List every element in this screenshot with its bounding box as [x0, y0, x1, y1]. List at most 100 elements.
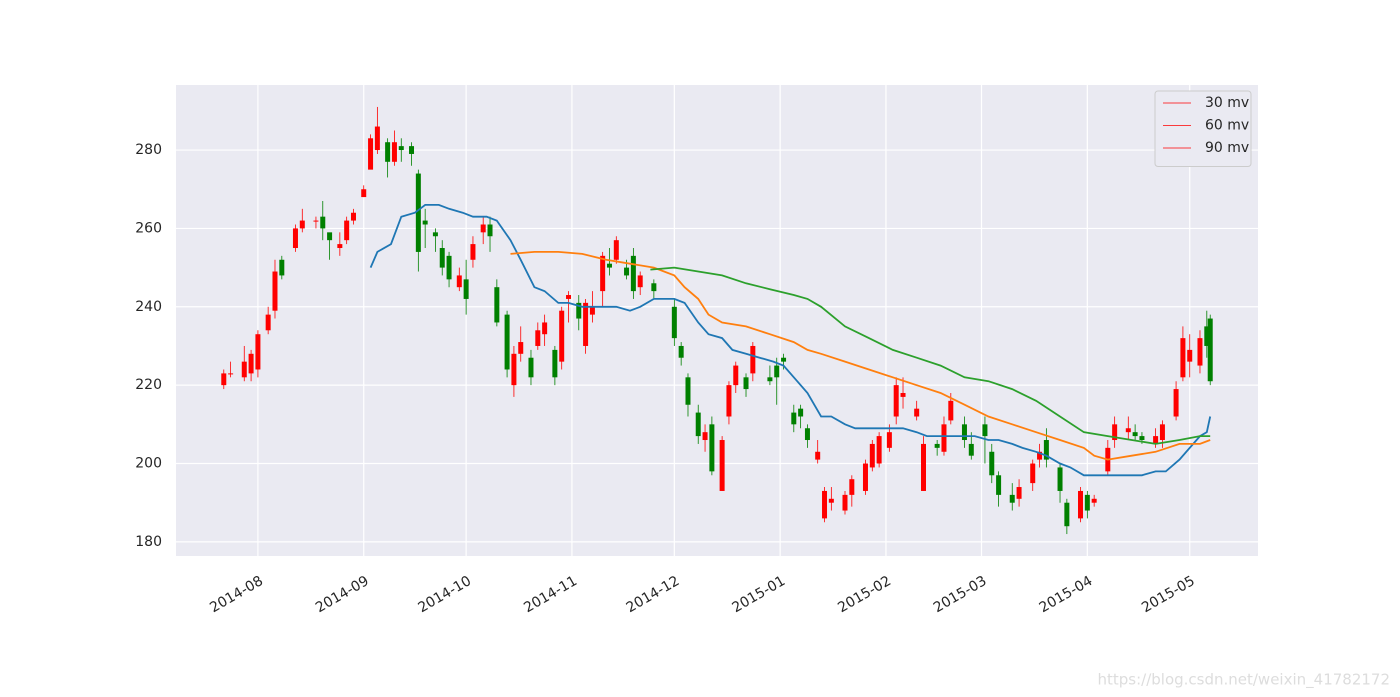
candle-body: [678, 345, 684, 358]
candle-body: [552, 349, 558, 378]
candle-body: [606, 263, 612, 268]
candle-body: [862, 463, 868, 491]
candle-body: [292, 228, 298, 249]
candle-body: [432, 232, 438, 237]
candle-body: [869, 443, 875, 468]
y-tick-label: 280: [135, 142, 162, 158]
candle-body: [470, 244, 476, 260]
candle-body: [934, 443, 940, 448]
candle-body: [528, 357, 534, 378]
candle-body: [941, 424, 947, 452]
x-tick-label: 2014-10: [415, 573, 474, 616]
candle-body: [828, 498, 834, 503]
legend-label: 60 mv: [1205, 118, 1249, 134]
candle-body: [439, 248, 445, 268]
candle-body: [726, 385, 732, 417]
candle-body: [948, 400, 954, 421]
x-tick-label: 2015-03: [931, 573, 990, 616]
candle-body: [1207, 318, 1213, 382]
candle-body: [504, 314, 510, 370]
candle-body: [600, 255, 606, 292]
candle-body: [719, 440, 725, 491]
candle-body: [671, 306, 677, 339]
candle-body: [637, 275, 643, 288]
candle-body: [228, 373, 234, 375]
candle-body: [876, 436, 882, 464]
candle-body: [900, 392, 906, 397]
candle-body: [702, 432, 708, 441]
candle-body: [518, 342, 524, 354]
candle-body: [849, 479, 855, 495]
candle-body: [350, 212, 356, 221]
candle-body: [535, 330, 541, 346]
candle-body: [982, 424, 988, 437]
y-tick-label: 240: [135, 299, 162, 315]
candle-body: [415, 173, 421, 252]
x-tick-label: 2015-01: [729, 573, 788, 616]
candle-body: [542, 322, 548, 335]
x-tick-label: 2014-11: [521, 573, 580, 616]
x-tick-label: 2015-02: [835, 573, 894, 616]
candle-body: [804, 428, 810, 441]
candle-body: [487, 224, 493, 237]
candle-body: [613, 240, 619, 260]
candle-body: [374, 126, 380, 151]
candle-body: [733, 365, 739, 386]
candle-body: [961, 424, 967, 441]
candle-body: [279, 259, 285, 276]
candle-body: [1009, 494, 1015, 503]
candle-body: [695, 412, 701, 437]
candle-body: [1037, 451, 1043, 460]
y-tick-label: 260: [135, 220, 162, 236]
candle-body: [1078, 490, 1084, 519]
candle-body: [559, 310, 565, 362]
candle-body: [1173, 389, 1179, 417]
candle-body: [409, 146, 415, 154]
candle-body: [1204, 326, 1210, 346]
candle-body: [583, 302, 589, 346]
candle-body: [743, 377, 749, 390]
candle-body: [248, 353, 254, 374]
candle-body: [893, 385, 899, 417]
y-tick-label: 220: [135, 377, 162, 393]
legend-label: 90 mv: [1205, 140, 1249, 156]
candle-body: [391, 142, 397, 162]
candle-body: [255, 334, 261, 370]
candle-body: [344, 220, 350, 241]
candle-body: [511, 353, 517, 386]
candle-body: [767, 377, 773, 382]
candle-body: [221, 373, 227, 386]
candle-body: [651, 283, 657, 292]
candle-body: [968, 443, 974, 456]
candle-body: [989, 451, 995, 476]
candle-body: [313, 220, 319, 222]
candle-body: [1125, 428, 1131, 433]
candle-body: [1091, 498, 1097, 503]
candle-body: [272, 271, 278, 311]
candle-body: [368, 138, 374, 170]
candle-body: [709, 424, 715, 472]
candle-body: [1016, 487, 1022, 499]
x-tick-label: 2015-05: [1139, 573, 1198, 616]
candle-body: [589, 306, 595, 315]
candle-body: [1159, 424, 1165, 441]
x-tick-label: 2014-09: [313, 573, 372, 616]
candle-body: [1132, 432, 1138, 437]
candle-body: [1043, 440, 1049, 460]
candle-body: [798, 408, 804, 417]
candle-body: [996, 475, 1002, 495]
y-tick-label: 200: [135, 456, 162, 472]
candle-body: [1084, 494, 1090, 511]
ma-line: [510, 251, 1211, 461]
ma-line: [369, 204, 1212, 477]
x-tick-label: 2014-08: [207, 573, 266, 616]
x-tick-label: 2014-12: [624, 573, 683, 616]
candle-body: [1187, 349, 1193, 362]
candle-body: [361, 189, 367, 198]
candle-body: [842, 494, 848, 511]
candle-body: [1153, 436, 1159, 444]
candle-body: [241, 361, 247, 378]
candle-body: [1180, 338, 1186, 378]
candle-body: [1139, 436, 1145, 441]
candle-body: [886, 432, 892, 448]
